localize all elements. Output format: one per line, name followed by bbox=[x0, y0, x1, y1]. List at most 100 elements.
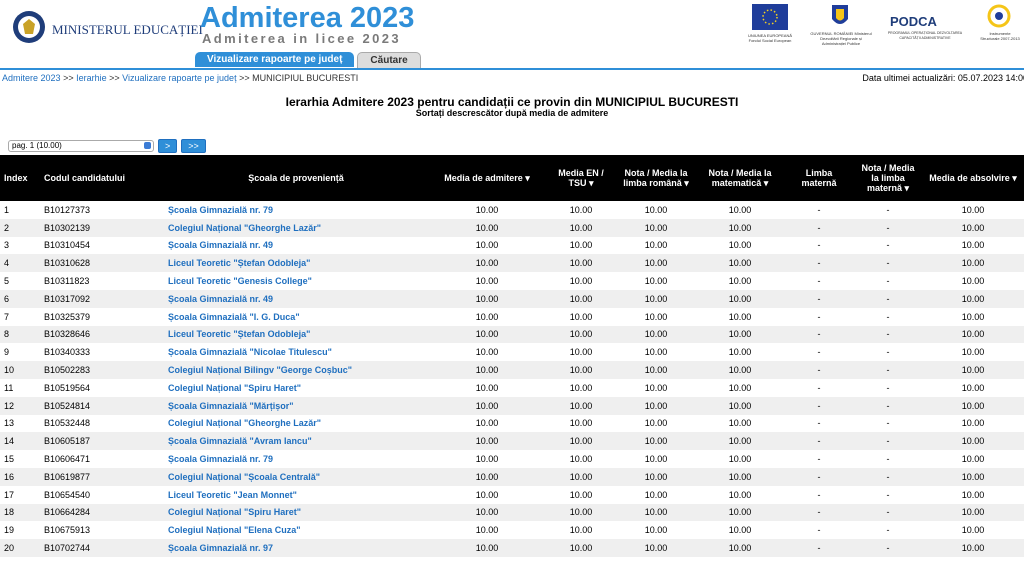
cell: 10.00 bbox=[961, 276, 985, 287]
cell: 10.00 bbox=[616, 218, 696, 237]
school-link[interactable]: Școala Gimnazială "Mărțișor" bbox=[164, 396, 428, 415]
cell: 10.00 bbox=[696, 432, 784, 451]
cell: - bbox=[886, 454, 890, 465]
cell: 10.00 bbox=[616, 503, 696, 522]
cell: 10.00 bbox=[569, 276, 593, 287]
cell: B10340333 bbox=[44, 347, 91, 358]
column-header[interactable]: Nota / Media la limba română bbox=[616, 155, 696, 201]
column-header[interactable]: Media de admitere bbox=[428, 155, 546, 201]
cell: B10654540 bbox=[44, 489, 91, 500]
cell: B10127373 bbox=[44, 204, 91, 215]
last-update: Data ultimei actualizări: 05.07.2023 14:… bbox=[862, 73, 1024, 83]
cell: 10.00 bbox=[728, 489, 752, 500]
cell: B10311823 bbox=[44, 276, 90, 287]
cell: 10.00 bbox=[569, 204, 593, 215]
cell: 10.00 bbox=[475, 276, 499, 287]
cell: 5 bbox=[4, 276, 10, 287]
cell: B10619877 bbox=[40, 467, 164, 486]
cell: 10.00 bbox=[428, 432, 546, 451]
cell: - bbox=[784, 503, 854, 522]
school-link[interactable]: Colegiul Național "Elena Cuza" bbox=[168, 525, 301, 536]
cell: 14 bbox=[0, 432, 40, 451]
table-row: 8 B10328646 Liceul Teoretic "Ștefan Odoble… bbox=[0, 325, 1024, 344]
cell: 10.00 bbox=[616, 289, 696, 308]
breadcrumb-item[interactable]: Admitere 2023 bbox=[2, 73, 61, 83]
breadcrumb-separator: >> bbox=[63, 73, 74, 83]
cell: - bbox=[854, 432, 922, 451]
cell: B10519564 bbox=[44, 382, 91, 393]
cell: - bbox=[886, 204, 890, 215]
school-link[interactable]: Colegiul Național "Gheorghe Lazăr" bbox=[164, 218, 428, 237]
cell: - bbox=[784, 361, 854, 379]
cell: 10.00 bbox=[569, 525, 593, 536]
school-link[interactable]: Școala Gimnazială nr. 49 bbox=[164, 289, 428, 308]
cell: 10.00 bbox=[728, 382, 752, 393]
cell: 10.00 bbox=[961, 489, 985, 500]
cell: 10.00 bbox=[644, 489, 668, 500]
cell: 10.00 bbox=[616, 361, 696, 379]
cell: B10532448 bbox=[44, 418, 91, 429]
table-body: 1 B10127373 Școala Gimnazială nr. 79 10.00 1… bbox=[0, 201, 1024, 557]
school-link[interactable]: Colegiul Național "Școala Centrală" bbox=[164, 467, 428, 486]
table-row: 7 B10325379 Școala Gimnazială "I. G. Duca"… bbox=[0, 308, 1024, 326]
next-button[interactable]: > bbox=[158, 139, 178, 153]
cell: 3 bbox=[4, 240, 10, 251]
table-row: 9 B10340333 Școala Gimnazială "Nicolae Tit… bbox=[0, 343, 1024, 361]
cell: 10.00 bbox=[728, 525, 752, 536]
school-link[interactable]: Școala Gimnazială nr. 97 bbox=[164, 539, 428, 557]
podca-logo: PODCA bbox=[890, 14, 937, 29]
cell: 10.00 bbox=[616, 254, 696, 273]
school-link[interactable]: Liceul Teoretic "Ștefan Odobleja" bbox=[164, 325, 428, 344]
eu-flag bbox=[752, 4, 788, 30]
cell: - bbox=[854, 325, 922, 344]
cell: 1 bbox=[4, 204, 10, 215]
school-link[interactable]: Liceul Teoretic "Genesis College" bbox=[168, 276, 312, 287]
cell: 10.00 bbox=[546, 289, 616, 308]
is-label: Instrumente Structurale 2007-2013 bbox=[980, 31, 1020, 41]
school-link[interactable]: Colegiul Național "Spiru Haret" bbox=[168, 382, 302, 393]
cell: - bbox=[854, 539, 922, 557]
school-link[interactable]: Liceul Teoretic "Ștefan Odobleja" bbox=[164, 254, 428, 273]
breadcrumb-item[interactable]: Vizualizare rapoarte pe județ bbox=[122, 73, 237, 83]
gov-label: GUVERNUL ROMÂNIEI Ministerul Dezvoltării… bbox=[810, 31, 872, 46]
cell: 10.00 bbox=[569, 382, 593, 393]
table-row: 1 B10127373 Școala Gimnazială nr. 79 10.00 1… bbox=[0, 201, 1024, 219]
school-link[interactable]: Școala Gimnazială "Avram Iancu" bbox=[164, 432, 428, 451]
column-header: Codul candidatului bbox=[40, 155, 164, 201]
school-link[interactable]: Colegiul Național "Gheorghe Lazăr" bbox=[168, 418, 322, 429]
cell: 10.00 bbox=[961, 418, 985, 429]
cell: - bbox=[854, 467, 922, 486]
breadcrumb-item: MUNICIPIUL BUCURESTI bbox=[252, 73, 359, 83]
school-link[interactable]: Școala Gimnazială nr. 79 bbox=[168, 204, 274, 215]
school-link[interactable]: Școala Gimnazială "I. G. Duca" bbox=[168, 311, 300, 322]
tab-active[interactable]: Vizualizare rapoarte pe județ bbox=[195, 52, 355, 67]
table-row: 10 B10502283 Colegiul Național Bilingv "Ge… bbox=[0, 361, 1024, 379]
tab[interactable]: Căutare bbox=[357, 52, 421, 68]
breadcrumb-item[interactable]: Ierarhie bbox=[76, 73, 107, 83]
cell: 10.00 bbox=[616, 396, 696, 415]
cell: B10310454 bbox=[44, 240, 91, 251]
column-header[interactable]: Media de absolvire bbox=[922, 155, 1024, 201]
school-link[interactable]: Liceul Teoretic "Jean Monnet" bbox=[168, 489, 297, 500]
column-header[interactable]: Media EN / TSU bbox=[546, 155, 616, 201]
last-button[interactable]: >> bbox=[181, 139, 206, 153]
cell: - bbox=[854, 254, 922, 273]
school-link[interactable]: Colegiul Național Bilingv "George Coșbuc… bbox=[164, 361, 428, 379]
cell: B10328646 bbox=[40, 325, 164, 344]
school-link[interactable]: Colegiul Național "Spiru Haret" bbox=[164, 503, 428, 522]
school-link[interactable]: Școala Gimnazială nr. 79 bbox=[168, 454, 274, 465]
cell: B10664284 bbox=[40, 503, 164, 522]
cell: 10.00 bbox=[728, 204, 752, 215]
ranking-table: Index Codul candidatului Școala de proveni… bbox=[0, 155, 1024, 557]
cell: 10.00 bbox=[644, 454, 668, 465]
cell: 10.00 bbox=[569, 489, 593, 500]
cell: 10.00 bbox=[546, 467, 616, 486]
column-header[interactable]: Nota / Media la matematică bbox=[696, 155, 784, 201]
school-link[interactable]: Școala Gimnazială "Nicolae Titulescu" bbox=[168, 347, 332, 358]
table-row: 19 B10675913 Colegiul Național "Elena Cuza… bbox=[0, 521, 1024, 539]
school-link[interactable]: Școala Gimnazială nr. 49 bbox=[168, 240, 274, 251]
table-row: 6 B10317092 Școala Gimnazială nr. 49 10.00 1… bbox=[0, 289, 1024, 308]
page-select[interactable]: pag. 1 (10.00) bbox=[8, 140, 154, 152]
cell: - bbox=[784, 467, 854, 486]
column-header[interactable]: Nota / Media la limba maternă bbox=[854, 155, 922, 201]
